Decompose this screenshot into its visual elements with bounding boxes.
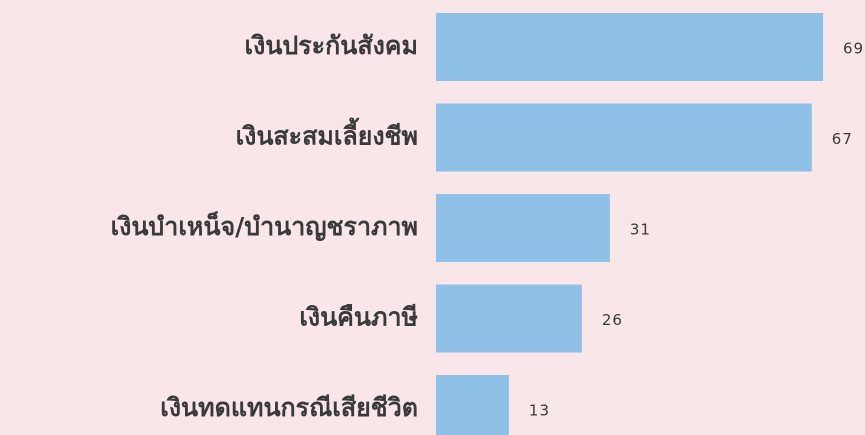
category-label: เงินทดแทนกรณีเสียชีวิต: [160, 393, 418, 422]
value-label: 31: [630, 221, 651, 239]
value-label: 26: [602, 311, 623, 329]
bar: [436, 103, 812, 172]
value-label: 67: [832, 130, 853, 148]
value-label: 69: [843, 40, 864, 58]
category-label: เงินบำเหน็จ/บำนาญชราภาพ: [111, 211, 418, 241]
value-label: 13: [529, 402, 550, 420]
category-label: เงินคืนภาษี: [299, 303, 418, 332]
bar: [436, 284, 582, 353]
category-label: เงินสะสมเลี้ยงชีพ: [236, 117, 418, 151]
category-label: เงินประกันสังคม: [245, 31, 418, 60]
bar: [436, 194, 610, 262]
bar: [436, 13, 823, 81]
bar: [436, 375, 509, 435]
